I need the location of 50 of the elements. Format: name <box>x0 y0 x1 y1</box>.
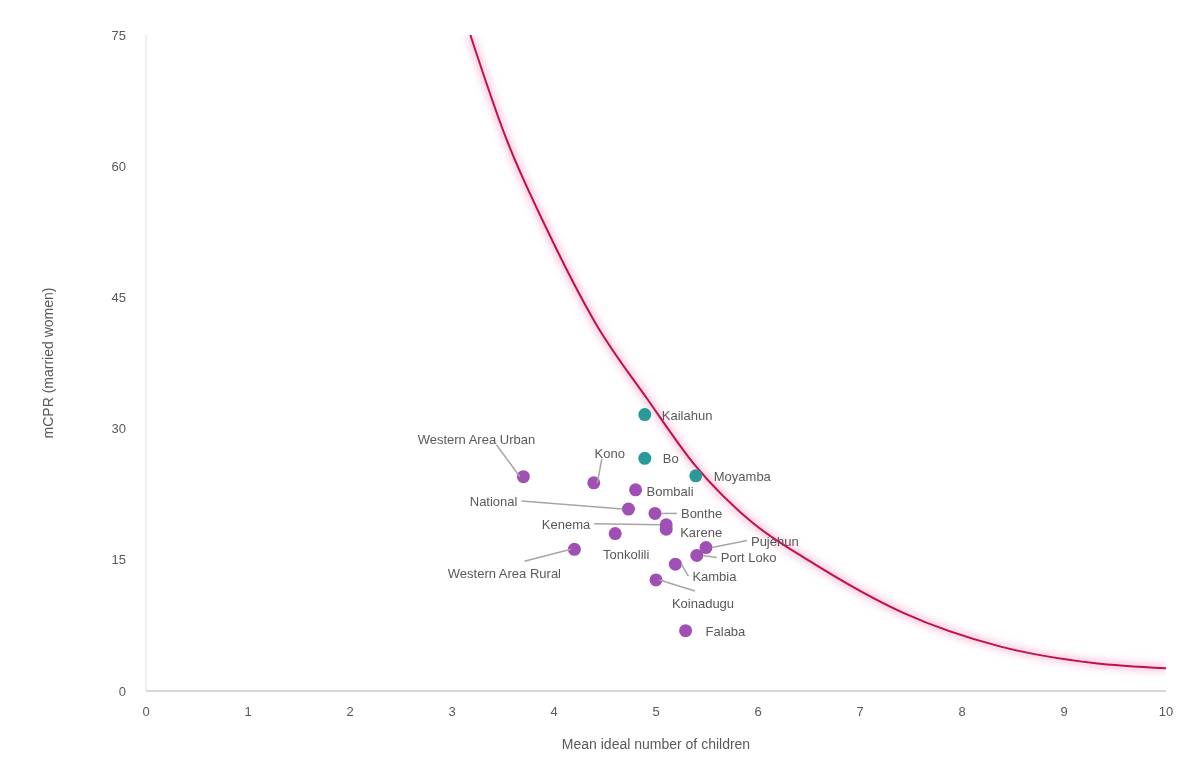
y-axis-title: mCPR (married women) <box>39 287 56 439</box>
point <box>699 541 713 555</box>
x-tick-label: 2 <box>346 704 354 720</box>
y-tick-label: 60 <box>111 158 126 174</box>
point <box>621 502 635 516</box>
series-label: Kambia <box>692 569 738 585</box>
x-tick-label: 6 <box>754 704 762 720</box>
point <box>638 451 652 465</box>
series-label: Western Area Urban <box>417 431 536 447</box>
point <box>608 527 622 541</box>
series-label: Kono <box>594 445 625 461</box>
x-tick-label: 4 <box>550 704 558 720</box>
series-label: Bo <box>662 451 679 467</box>
x-tick-label: 8 <box>958 704 966 720</box>
y-tick-label: 75 <box>111 27 126 43</box>
point <box>516 470 530 484</box>
point <box>648 506 662 520</box>
series-label: Falaba <box>705 623 747 639</box>
point <box>668 557 682 571</box>
x-tick-label: 1 <box>244 704 252 720</box>
point <box>587 476 601 490</box>
x-tick-label: 9 <box>1060 704 1068 720</box>
x-tick-label: 5 <box>652 704 660 720</box>
series-label: Bonthe <box>680 506 723 522</box>
point <box>567 542 581 556</box>
series-label: Moyamba <box>713 468 772 484</box>
x-tick-label: 10 <box>1158 704 1174 720</box>
series-label: Kailahun <box>661 407 713 423</box>
series-label: Western Area Rural <box>447 566 562 582</box>
y-tick-label: 15 <box>111 552 126 568</box>
series-label: Karene <box>680 525 723 541</box>
x-tick-label: 7 <box>856 704 864 720</box>
x-tick-label: 0 <box>142 704 150 720</box>
point <box>679 624 693 638</box>
text: Kenema <box>541 516 591 532</box>
point <box>689 469 703 483</box>
x-axis-title: Mean ideal number of children <box>561 736 751 752</box>
y-tick-label: 0 <box>118 683 126 699</box>
point <box>629 483 643 497</box>
point <box>690 548 704 562</box>
point <box>649 573 663 587</box>
series-label: Koinadugu <box>671 595 735 611</box>
x-tick-label: 3 <box>448 704 456 720</box>
y-tick-label: 45 <box>111 290 126 306</box>
series-label: Port Loko <box>720 550 777 566</box>
point <box>638 408 652 422</box>
series-label: Bombali <box>646 483 694 499</box>
text: National <box>469 494 518 510</box>
series-label: Tonkolili <box>603 546 650 562</box>
y-tick-label: 30 <box>111 421 126 437</box>
